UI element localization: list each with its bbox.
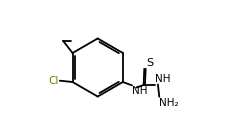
Text: NH: NH [132,86,148,96]
Text: S: S [146,58,153,68]
Text: NH: NH [155,74,171,84]
Text: Cl: Cl [49,76,59,86]
Text: NH₂: NH₂ [159,98,178,108]
